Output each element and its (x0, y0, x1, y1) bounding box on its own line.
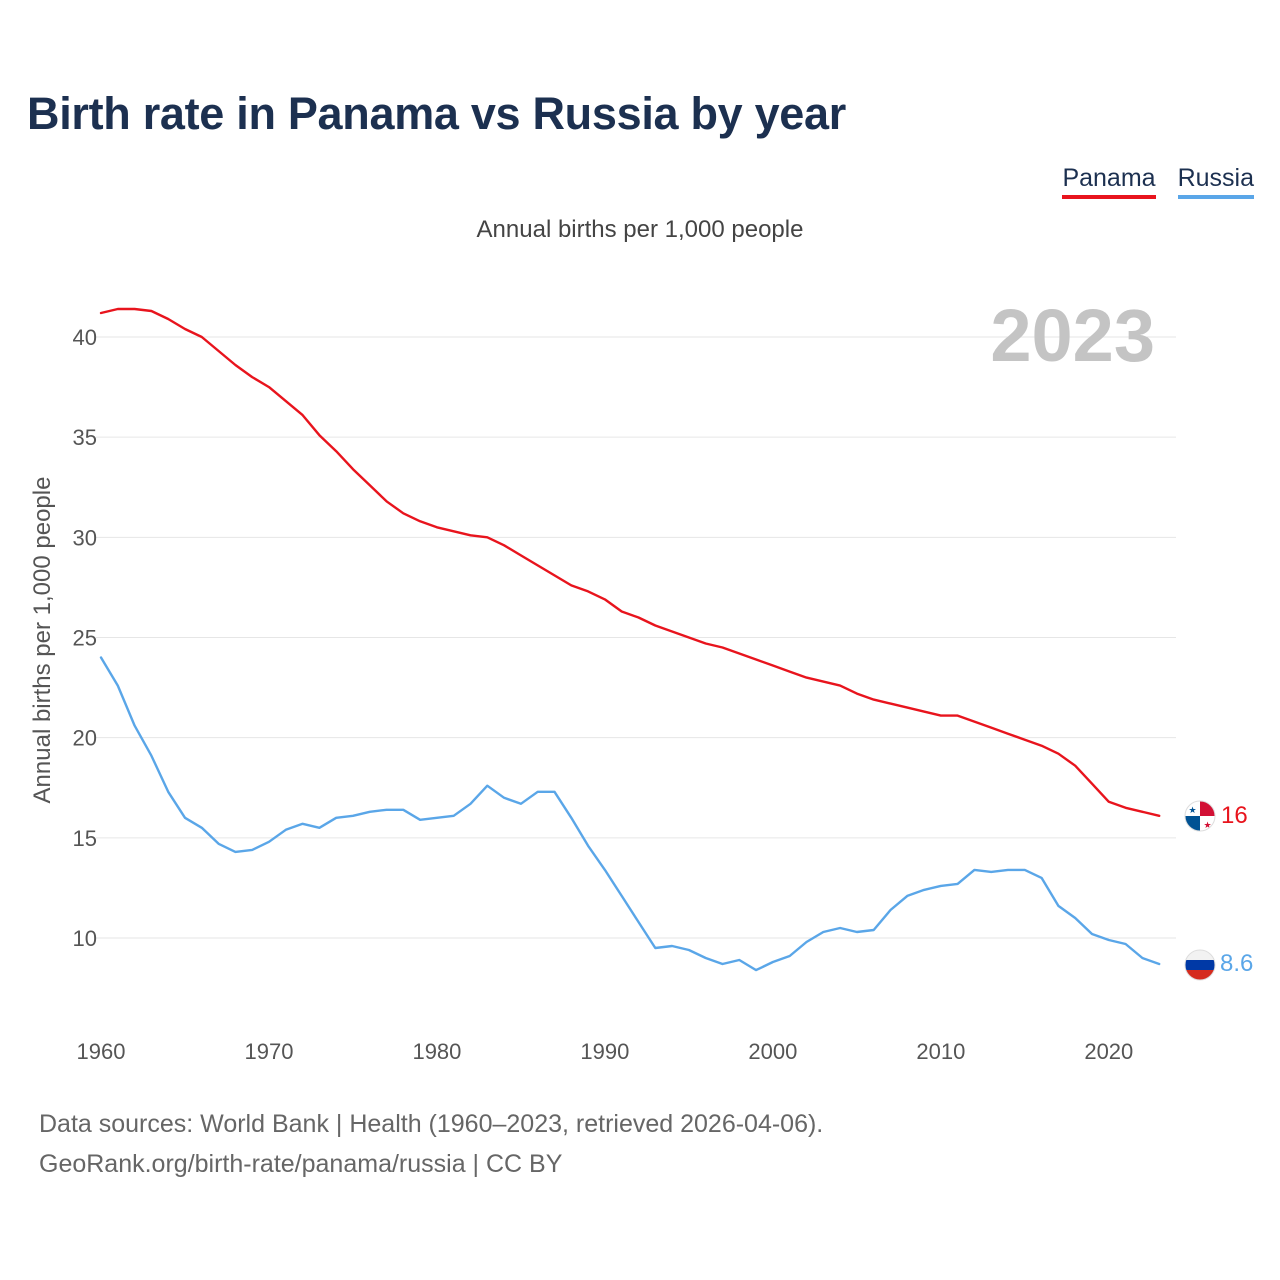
attribution-line: GeoRank.org/birth-rate/panama/russia | C… (39, 1150, 563, 1178)
y-tick-label-30: 30 (73, 525, 97, 550)
y-axis-label: Annual births per 1,000 people (29, 477, 56, 804)
legend-item-russia[interactable]: Russia (1177, 164, 1254, 199)
x-tick-label-1980: 1980 (412, 1039, 461, 1064)
x-tick-label-2000: 2000 (748, 1039, 797, 1064)
year-watermark: 2023 (990, 294, 1155, 377)
legend-item-panama[interactable]: Panama (1062, 164, 1156, 199)
y-tick-label-35: 35 (73, 425, 97, 450)
russia-flag-icon (1185, 950, 1215, 980)
x-tick-label-1990: 1990 (580, 1039, 629, 1064)
svg-text:★: ★ (1203, 820, 1211, 830)
y-tick-label-25: 25 (73, 626, 97, 651)
x-tick-label-1960: 1960 (77, 1039, 126, 1064)
series-line-panama (99, 307, 1161, 817)
y-tick-label-40: 40 (73, 325, 97, 350)
y-tick-label-15: 15 (73, 826, 97, 851)
y-tick-label-10: 10 (73, 926, 97, 951)
panama-end-value-label: 16 (1221, 802, 1248, 829)
series-line-russia (99, 656, 1161, 972)
line-chart: 2023 10 15 20 25 30 35 40 1960 1970 1980 1990 2000… (29, 294, 1253, 1064)
chart-title: Birth rate in Panama vs Russia by year (27, 88, 846, 139)
y-axis-ticks: 10 15 20 25 30 35 40 (73, 325, 97, 951)
x-tick-label-2020: 2020 (1084, 1039, 1133, 1064)
panama-flag-icon: ★ ★ (1185, 801, 1215, 831)
series-lines (99, 307, 1161, 972)
data-source-line: Data sources: World Bank | Health (1960–… (39, 1110, 824, 1138)
x-tick-label-2010: 2010 (916, 1039, 965, 1064)
x-axis-ticks: 1960 1970 1980 1990 2000 2010 2020 (77, 1039, 1134, 1064)
y-tick-label-20: 20 (73, 726, 97, 751)
russia-end-value-label: 8.6 (1220, 950, 1253, 977)
footer: Data sources: World Bank | Health (1960–… (39, 1104, 823, 1184)
svg-text:★: ★ (1188, 805, 1196, 815)
x-tick-label-1970: 1970 (244, 1039, 293, 1064)
legend: Panama Russia (1062, 164, 1254, 199)
chart-subtitle: Annual births per 1,000 people (476, 216, 804, 243)
